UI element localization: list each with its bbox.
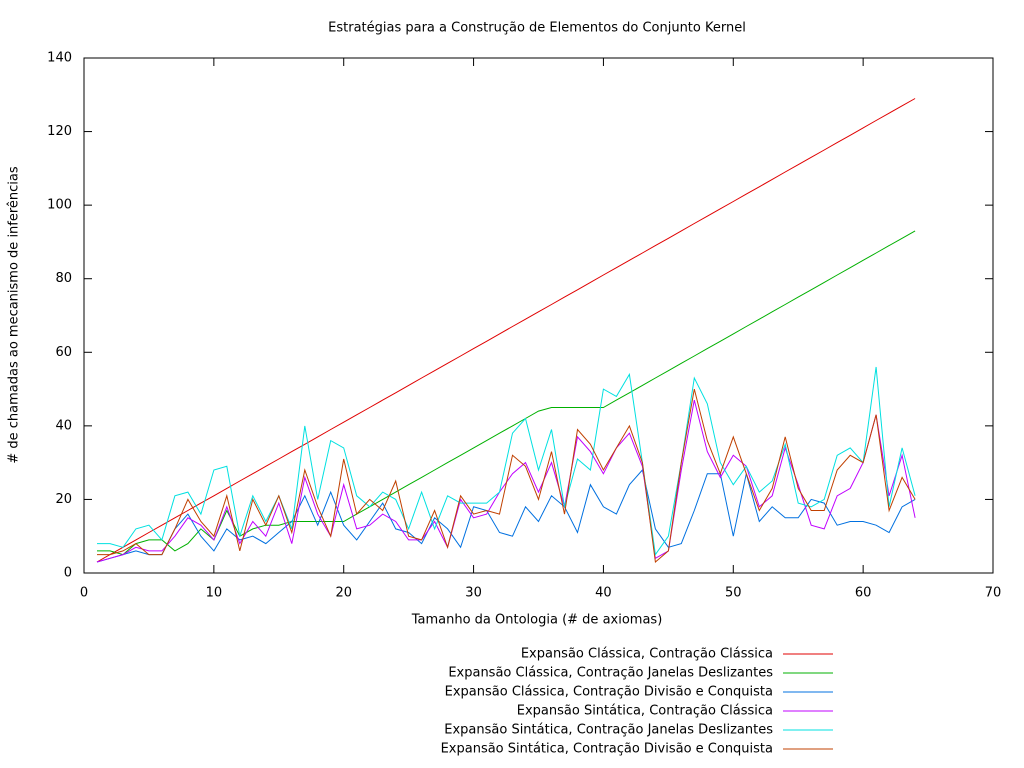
x-tick-label: 0 <box>80 586 88 601</box>
series-line <box>96 468 916 563</box>
series-line <box>97 388 916 563</box>
x-tick-label: 70 <box>985 586 1002 601</box>
x-tick-label: 30 <box>465 586 482 601</box>
plot-border <box>83 57 994 574</box>
series-line <box>96 399 916 563</box>
x-tick-label: 10 <box>206 586 223 601</box>
x-axis-label: Tamanho da Ontologia (# de axiomas) <box>411 613 663 628</box>
x-tick-label: 60 <box>855 586 872 601</box>
y-tick-label: 120 <box>47 124 72 139</box>
series-line <box>97 230 916 556</box>
y-tick-label: 0 <box>64 566 72 581</box>
legend-label: Expansão Clássica, Contração Janelas Des… <box>448 666 773 681</box>
y-tick-label: 40 <box>55 418 72 433</box>
y-tick-label: 60 <box>55 345 72 360</box>
y-tick-label: 80 <box>55 271 72 286</box>
y-tick-label: 100 <box>47 198 72 213</box>
chart-title: Estratégias para a Construção de Element… <box>328 21 746 36</box>
series-line <box>96 98 916 563</box>
legend-label: Expansão Sintática, Contração Clássica <box>517 704 773 719</box>
x-tick-label: 20 <box>335 586 352 601</box>
y-tick-label: 20 <box>55 492 72 507</box>
y-axis-label: # de chamadas ao mecanismo de inferência… <box>7 166 22 464</box>
legend-label: Expansão Sintática, Contração Janelas De… <box>444 723 773 738</box>
x-tick-label: 40 <box>595 586 612 601</box>
x-tick-label: 50 <box>725 586 742 601</box>
legend-label: Expansão Sintática, Contração Divisão e … <box>441 742 773 757</box>
legend-label: Expansão Clássica, Contração Clássica <box>521 647 773 662</box>
legend-label: Expansão Clássica, Contração Divisão e C… <box>445 685 773 700</box>
y-tick-label: 140 <box>47 51 72 66</box>
